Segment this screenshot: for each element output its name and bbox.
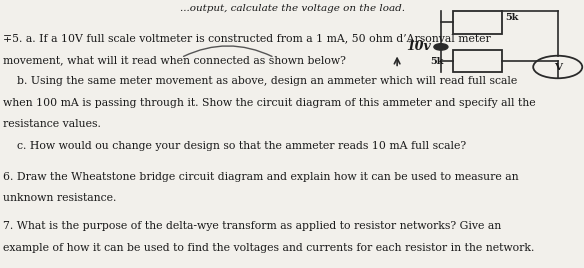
Text: resistance values.: resistance values. — [3, 119, 101, 129]
FancyArrowPatch shape — [183, 46, 272, 56]
Text: 6. Draw the Wheatstone bridge circuit diagram and explain how it can be used to : 6. Draw the Wheatstone bridge circuit di… — [3, 172, 519, 181]
Text: movement, what will it read when connected as shown below?: movement, what will it read when connect… — [3, 55, 346, 65]
Text: unknown resistance.: unknown resistance. — [3, 193, 116, 203]
Text: V: V — [554, 62, 562, 72]
Text: when 100 mA is passing through it. Show the circuit diagram of this ammeter and : when 100 mA is passing through it. Show … — [3, 98, 536, 108]
Circle shape — [434, 44, 448, 50]
Text: 5k: 5k — [505, 13, 519, 22]
Text: c. How would ou change your design so that the ammeter reads 10 mA full scale?: c. How would ou change your design so th… — [3, 141, 466, 151]
Text: ∓5. a. If a 10V full scale voltmeter is constructed from a 1 mA, 50 ohm d’Arsonv: ∓5. a. If a 10V full scale voltmeter is … — [3, 34, 491, 43]
Text: 5k: 5k — [430, 57, 444, 66]
Text: 7. What is the purpose of the delta-wye transform as applied to resistor network: 7. What is the purpose of the delta-wye … — [3, 221, 501, 231]
Text: example of how it can be used to find the voltages and currents for each resisto: example of how it can be used to find th… — [3, 243, 534, 253]
Text: ...output, calculate the voltage on the load.: ...output, calculate the voltage on the … — [179, 4, 405, 13]
Text: 10v: 10v — [406, 40, 430, 53]
Text: b. Using the same meter movement as above, design an ammeter which will read ful: b. Using the same meter movement as abov… — [3, 76, 517, 86]
